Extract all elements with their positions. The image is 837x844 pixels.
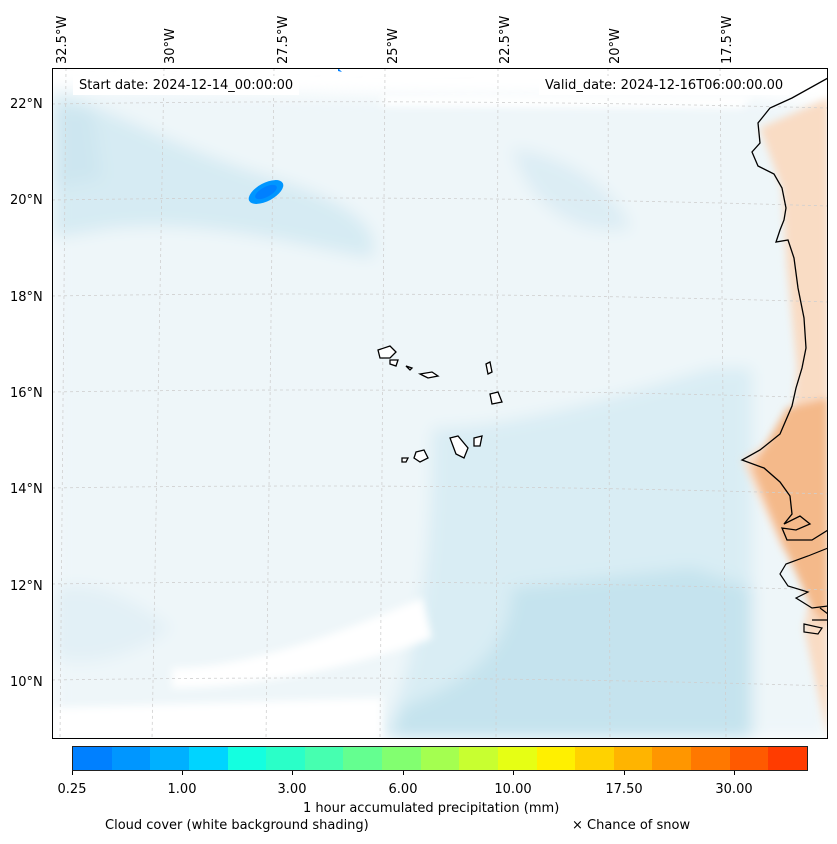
colorbar-tick-label: 30.00 bbox=[715, 782, 753, 797]
lat-label-20n: 20°N bbox=[10, 193, 43, 208]
lat-label-18n: 18°N bbox=[10, 290, 43, 305]
colorbar-tick-label: 1.00 bbox=[167, 782, 197, 797]
valid-date-label: Valid_date: 2024-12-16T06:00:00.00 bbox=[539, 76, 790, 95]
colorbar-tick bbox=[513, 771, 514, 775]
colorbar-tick bbox=[182, 771, 183, 775]
precipitation-colorbar bbox=[72, 746, 808, 771]
lon-label-20w: 20°W bbox=[608, 28, 623, 64]
colorbar-tick bbox=[403, 771, 404, 775]
lat-label-10n: 10°N bbox=[10, 675, 43, 690]
colorbar-tick-label: 3.00 bbox=[277, 782, 307, 797]
colorbar-segment bbox=[420, 747, 460, 770]
colorbar-segment bbox=[768, 747, 807, 770]
colorbar-segment bbox=[382, 747, 421, 770]
colorbar-segment bbox=[459, 747, 498, 770]
lat-label-22n: 22°N bbox=[10, 97, 43, 112]
colorbar-segment bbox=[73, 747, 112, 770]
colorbar-segment bbox=[575, 747, 614, 770]
cape-verde-islands bbox=[377, 345, 503, 463]
precipitation-area bbox=[248, 68, 342, 204]
colorbar-segment bbox=[266, 747, 305, 770]
lon-label-32-5w: 32.5°W bbox=[55, 15, 70, 64]
colorbar-tick-label: 6.00 bbox=[388, 782, 418, 797]
cloud-cover-legend: Cloud cover (white background shading) bbox=[105, 818, 369, 833]
lat-label-16n: 16°N bbox=[10, 386, 43, 401]
colorbar-segment bbox=[304, 747, 344, 770]
colorbar-segment bbox=[188, 747, 228, 770]
cloud-cover-shading bbox=[52, 88, 828, 739]
guinea-bissau-coastline bbox=[779, 547, 828, 635]
land-shading bbox=[742, 98, 828, 739]
african-coastline bbox=[740, 77, 828, 541]
colorbar-segment bbox=[729, 747, 769, 770]
colorbar-segment bbox=[227, 747, 267, 770]
colorbar-tick bbox=[624, 771, 625, 775]
lat-label-14n: 14°N bbox=[10, 482, 43, 497]
map-panel bbox=[52, 68, 828, 739]
start-date-label: Start date: 2024-12-14_00:00:00 bbox=[73, 76, 300, 95]
colorbar-tick-label: 17.50 bbox=[605, 782, 643, 797]
colorbar-segment bbox=[536, 747, 576, 770]
graticule bbox=[52, 68, 828, 739]
colorbar-tick-label: 10.00 bbox=[494, 782, 532, 797]
colorbar-segment bbox=[613, 747, 653, 770]
lon-label-22-5w: 22.5°W bbox=[498, 15, 513, 64]
colorbar-segment bbox=[150, 747, 189, 770]
colorbar-tick-label: 0.25 bbox=[57, 782, 87, 797]
colorbar-segment bbox=[343, 747, 382, 770]
colorbar-segment bbox=[497, 747, 537, 770]
lon-label-30w: 30°W bbox=[163, 28, 178, 64]
colorbar-label: 1 hour accumulated precipitation (mm) bbox=[303, 801, 560, 816]
lon-label-17-5w: 17.5°W bbox=[720, 15, 735, 64]
lon-label-25w: 25°W bbox=[386, 28, 401, 64]
colorbar-segment bbox=[111, 747, 151, 770]
snow-legend: × Chance of snow bbox=[572, 818, 691, 833]
colorbar-segment bbox=[691, 747, 730, 770]
lat-label-12n: 12°N bbox=[10, 579, 43, 594]
colorbar-tick bbox=[292, 771, 293, 775]
lon-label-27-5w: 27.5°W bbox=[276, 15, 291, 64]
colorbar-segment bbox=[652, 747, 691, 770]
colorbar-tick bbox=[72, 771, 73, 775]
colorbar-tick bbox=[734, 771, 735, 775]
